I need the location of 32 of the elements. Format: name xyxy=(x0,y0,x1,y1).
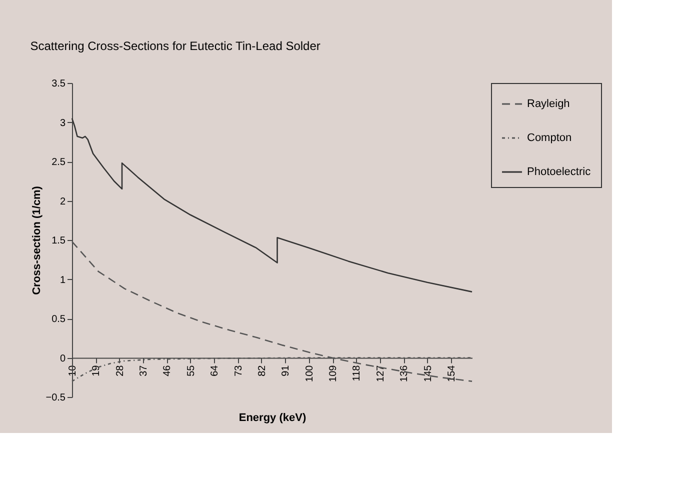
line-series xyxy=(71,118,473,292)
legend-label: Compton xyxy=(527,132,572,144)
x-tick-label: 46 xyxy=(162,364,174,376)
x-tick-label: 136 xyxy=(399,364,410,382)
x-tick-label: 82 xyxy=(256,364,268,376)
y-tick-label: 2.5 xyxy=(52,157,66,168)
y-tick-label: 3.5 xyxy=(52,78,66,90)
y-tick-label: 2 xyxy=(60,196,66,208)
legend-label: Photoelectric xyxy=(527,166,592,178)
x-tick-label: 28 xyxy=(114,364,126,376)
x-tick-label: 37 xyxy=(138,364,150,376)
x-tick-label: 145 xyxy=(422,364,434,382)
y-tick-label: −0.5 xyxy=(46,392,66,404)
x-tick-label: 127 xyxy=(375,364,386,382)
x-tick-label: 118 xyxy=(352,364,363,382)
x-axis-title: Energy (keV) xyxy=(238,412,306,424)
x-tick-label: 91 xyxy=(280,364,292,376)
y-tick-label: 1 xyxy=(60,274,66,286)
x-tick-label: 73 xyxy=(233,364,244,376)
chart-title: Scattering Cross-Sections for Eutectic Tin-Lead Solder xyxy=(30,39,320,53)
y-tick-label: 3 xyxy=(60,118,66,129)
x-tick-label: 64 xyxy=(210,364,221,376)
x-tick-label: 19 xyxy=(91,364,102,376)
y-tick-label: 1.5 xyxy=(52,236,66,246)
y-tick-label: 0.5 xyxy=(52,314,66,325)
x-tick-label: 55 xyxy=(186,364,197,376)
x-tick-label: 100 xyxy=(304,364,316,382)
y-tick-label: 0 xyxy=(60,353,66,364)
x-tick-label: 154 xyxy=(446,364,458,382)
x-tick-label: 109 xyxy=(328,364,340,382)
y-axis-title: Cross-section (1/cm) xyxy=(30,186,43,295)
legend-label: Rayleigh xyxy=(527,98,570,110)
